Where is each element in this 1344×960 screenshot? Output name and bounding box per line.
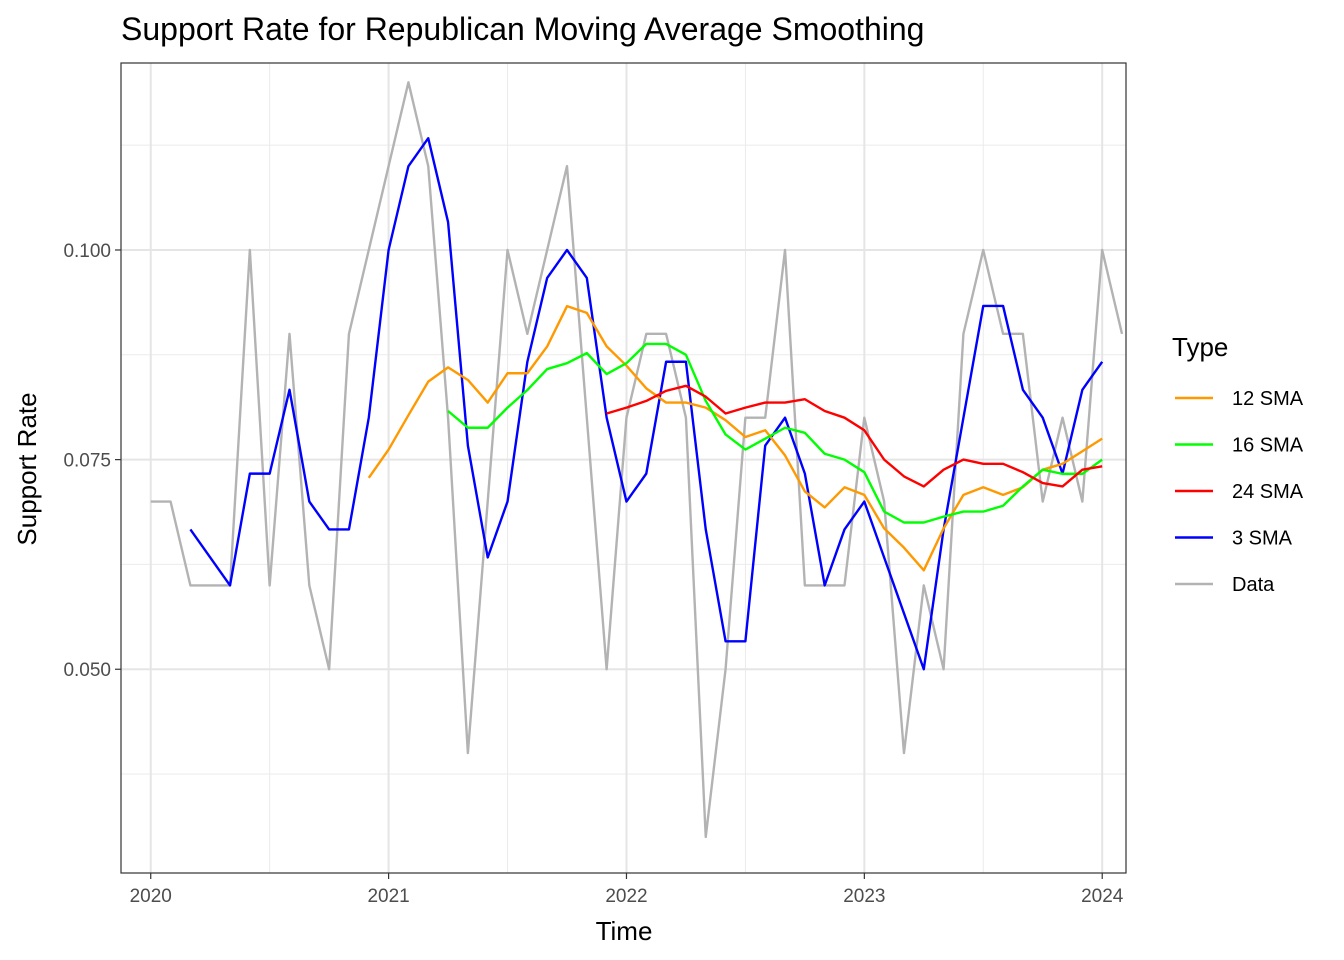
legend-label-3-sma: 3 SMA (1232, 528, 1293, 550)
y-axis-title: Support Rate (12, 392, 42, 545)
series-line-3-sma (189, 137, 1104, 671)
legend-label-12-sma: 12 SMA (1232, 388, 1304, 410)
legend-label-data: Data (1232, 574, 1275, 596)
x-tick-label: 2024 (1081, 886, 1124, 907)
y-tick-label: 0.075 (63, 451, 111, 472)
legend: Type 12 SMA 16 SMA 24 SMA 3 SMA Data (1172, 332, 1304, 596)
panel-border (120, 62, 1127, 874)
legend-label-24-sma: 24 SMA (1232, 481, 1304, 503)
series-line-24-sma (606, 384, 1103, 488)
x-axis-title: Time (596, 916, 653, 946)
x-tick-label: 2020 (130, 886, 172, 907)
legend-title: Type (1172, 332, 1228, 362)
x-tick-label: 2022 (605, 886, 647, 907)
y-tick-label: 0.050 (63, 660, 111, 681)
legend-label-16-sma: 16 SMA (1232, 435, 1304, 457)
series-line-12-sma (367, 304, 1103, 572)
plot-panel: 2020 2021 2022 2023 2024 0.050 0.075 0.100 (63, 62, 1127, 907)
series-line-16-sma (447, 342, 1103, 524)
y-tick-label: 0.100 (63, 241, 111, 262)
chart-title: Support Rate for Republican Moving Avera… (121, 11, 924, 47)
x-tick-label: 2023 (843, 886, 885, 907)
x-tick-label: 2021 (367, 886, 409, 907)
